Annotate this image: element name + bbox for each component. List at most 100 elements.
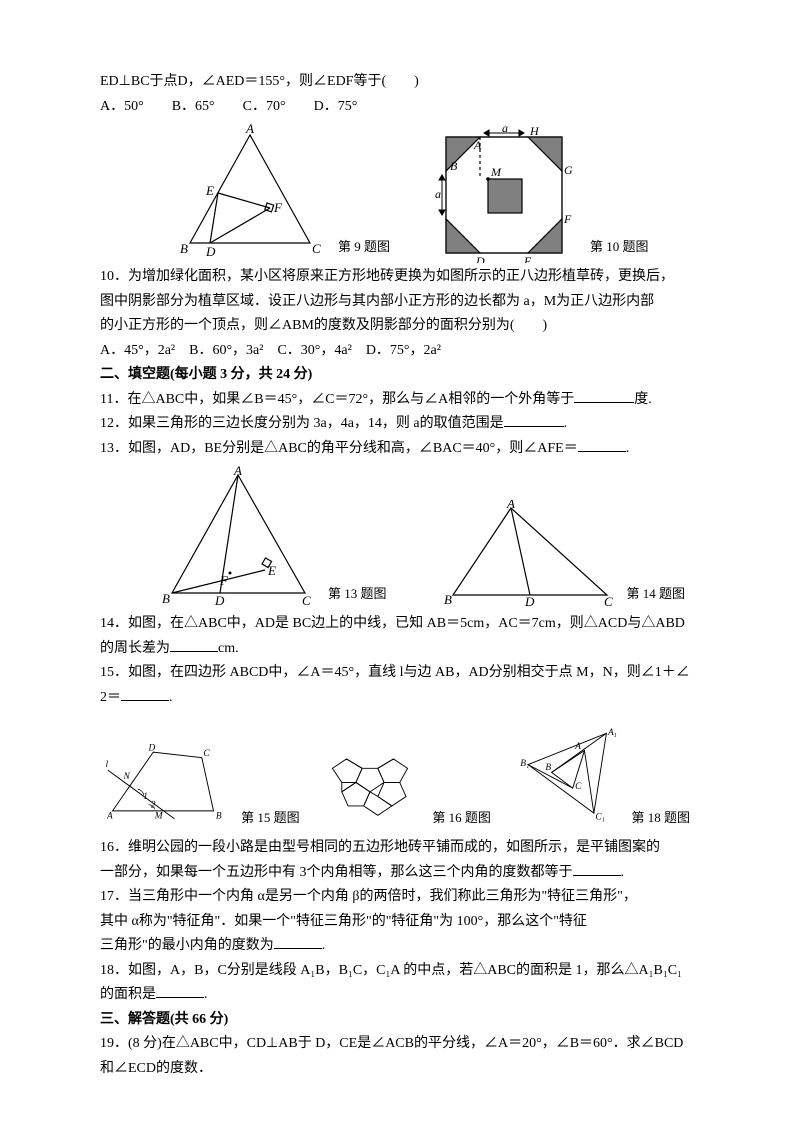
fig14-caption: 第 14 题图 — [623, 583, 690, 610]
svg-text:E: E — [523, 254, 532, 263]
svg-text:F: F — [563, 212, 572, 226]
fig13-svg: A B D C E F — [150, 465, 320, 610]
q11-b: 度. — [634, 392, 652, 407]
svg-text:B: B — [180, 241, 188, 256]
q17-blank — [274, 934, 322, 949]
fig18-caption: 第 18 题图 — [628, 807, 695, 834]
q16-l1: 16．维明公园的一段小路是由型号相同的五边形地砖平铺而成的，如图所示，是平铺图案… — [100, 836, 694, 861]
figrow-13-14: A B D C E F 第 13 题图 A B D C 第 14 题图 — [100, 465, 694, 610]
svg-text:A₁: A₁ — [607, 728, 617, 738]
q14-l1: 14．如图，在△ABC中，AD是 BC边上的中线，已知 AB＝5cm，AC＝7c… — [100, 612, 694, 637]
svg-text:F: F — [273, 200, 283, 215]
fig13-caption: 第 13 题图 — [324, 583, 391, 610]
fig15-caption: 第 15 题图 — [237, 807, 304, 834]
q11: 11．在△ABC中，如果∠B＝45°，∠C＝72°，那么与∠A相邻的一个外角等于… — [100, 388, 694, 413]
svg-text:G: G — [564, 163, 573, 177]
q19-l2: 和∠ECD的度数． — [100, 1057, 694, 1082]
svg-text:M: M — [490, 165, 502, 179]
svg-text:C: C — [312, 241, 321, 256]
svg-text:B: B — [444, 592, 452, 607]
svg-text:1: 1 — [143, 792, 148, 802]
fig18-svg: A₁ A B₁ B C C₁ — [514, 714, 624, 834]
q13-blank — [578, 437, 626, 452]
svg-text:A: A — [506, 500, 515, 511]
fig9-svg: A E F B D C — [160, 123, 330, 263]
svg-text:B: B — [545, 763, 551, 773]
svg-text:A: A — [245, 123, 254, 136]
q10-l3: 的小正方形的一个顶点，则∠ABM的度数及阴影部分的面积分别为( ) — [100, 314, 694, 339]
q16-l2b: . — [621, 865, 625, 880]
svg-text:D: D — [205, 244, 216, 259]
q18-l2a: 的面积是 — [100, 987, 156, 1002]
svg-text:C: C — [203, 749, 210, 759]
q17-l2: 其中 α称为"特征角"．如果一个"特征三角形"的"特征角"为 100°，那么这个… — [100, 910, 694, 935]
q15-blank — [121, 686, 169, 701]
svg-text:D: D — [148, 744, 156, 754]
q14-l2a: 的周长差为 — [100, 641, 170, 656]
fig10-caption: 第 10 题图 — [586, 236, 653, 263]
svg-text:A: A — [233, 465, 242, 478]
svg-text:B: B — [216, 812, 222, 822]
svg-text:A: A — [106, 812, 113, 822]
q12-a: 12．如果三角形的三边长度分别为 3a，4a，14，则 a的取值范围是 — [100, 416, 504, 431]
svg-text:A: A — [574, 742, 581, 752]
svg-text:B₁: B₁ — [520, 759, 529, 769]
svg-text:D: D — [214, 593, 225, 608]
fig10-svg: A a a H B G F D E M — [432, 123, 582, 263]
fig9-caption: 第 9 题图 — [334, 236, 394, 263]
figrow-15-16-18: l D C A B N M 1 2 第 15 题图 第 16 题图 — [100, 714, 694, 834]
svg-text:l: l — [105, 760, 108, 770]
q11-blank — [574, 388, 634, 403]
q18-l2: 的面积是. — [100, 983, 694, 1008]
q15-l2a: 2＝ — [100, 690, 121, 705]
q12-blank — [504, 412, 564, 427]
svg-text:N: N — [122, 772, 130, 782]
q13-b: . — [626, 441, 630, 456]
svg-text:E: E — [267, 563, 276, 578]
svg-text:B: B — [162, 591, 170, 606]
q16-blank — [573, 861, 621, 876]
svg-text:D: D — [524, 594, 535, 609]
q10-l1: 10．为增加绿化面积，某小区将原来正方形地砖更换为如图所示的正八边形植草砖，更换… — [100, 265, 694, 290]
fig16-svg — [323, 734, 425, 834]
q17-l3b: . — [322, 938, 326, 953]
q14-l2: 的周长差为 cm. — [100, 637, 694, 662]
q15-l2: 2＝. — [100, 686, 694, 711]
q18-blank — [156, 983, 204, 998]
q17-l3a: 三角形"的最小内角的度数为 — [100, 938, 274, 953]
svg-text:F: F — [219, 573, 229, 588]
svg-text:D: D — [475, 254, 485, 263]
svg-text:C: C — [302, 593, 311, 608]
q13-a: 13．如图，AD，BE分别是△ABC的角平分线和高，∠BAC＝40°，则∠AFE… — [100, 441, 578, 456]
q11-a: 11．在△ABC中，如果∠B＝45°，∠C＝72°，那么与∠A相邻的一个外角等于 — [100, 392, 574, 407]
q16-l2: 一部分，如果每一个五边形中有 3个内角相等，那么这三个内角的度数都等于. — [100, 861, 694, 886]
q14-blank — [170, 637, 218, 652]
q13: 13．如图，AD，BE分别是△ABC的角平分线和高，∠BAC＝40°，则∠AFE… — [100, 437, 694, 462]
figrow-9-10: A E F B D C 第 9 题图 — [100, 123, 694, 263]
q17-l1: 17．当三角形中一个内角 α是另一个内角 β的两倍时，我们称此三角形为"特征三角… — [100, 885, 694, 910]
q12: 12．如果三角形的三边长度分别为 3a，4a，14，则 a的取值范围是. — [100, 412, 694, 437]
svg-text:C₁: C₁ — [595, 812, 605, 822]
q9-stem: ED⊥BC于点D，∠AED＝155°，则∠EDF等于( ) — [100, 70, 694, 95]
svg-text:a: a — [435, 187, 441, 201]
svg-text:B: B — [450, 159, 458, 173]
q15-l1: 15．如图，在四边形 ABCD中，∠A＝45°，直线 l与边 AB，AD分别相交… — [100, 661, 694, 686]
q9-options: A．50° B．65° C．70° D．75° — [100, 95, 694, 120]
svg-text:M: M — [154, 812, 164, 822]
svg-text:H: H — [529, 124, 540, 138]
q10-l2: 图中阴影部分为植草区域．设正八边形与其内部小正方形的边长都为 a，M为正八边形内… — [100, 290, 694, 315]
section-3-heading: 三、解答题(共 66 分) — [100, 1008, 694, 1033]
section-2-heading: 二、填空题(每小题 3 分，共 24 分) — [100, 363, 694, 388]
q16-l2a: 一部分，如果每一个五边形中有 3个内角相等，那么这三个内角的度数都等于 — [100, 865, 573, 880]
q19-l1: 19．(8 分)在△ABC中，CD⊥AB于 D，CE是∠ACB的平分线，∠A＝2… — [100, 1032, 694, 1057]
q18-l1: 18．如图，A，B，C分别是线段 A₁B，B₁C，C₁A 的中点，若△ABC的面… — [100, 959, 694, 984]
fig14-svg: A B D C — [439, 500, 619, 610]
q12-b: . — [564, 416, 568, 431]
fig16-caption: 第 16 题图 — [428, 807, 495, 834]
q14-l2b: cm. — [218, 641, 239, 656]
svg-text:a: a — [502, 123, 508, 135]
fig15-svg: l D C A B N M 1 2 — [100, 729, 233, 834]
svg-text:C: C — [604, 594, 613, 609]
q18-l2b: . — [204, 987, 208, 1002]
svg-text:C: C — [575, 782, 582, 792]
